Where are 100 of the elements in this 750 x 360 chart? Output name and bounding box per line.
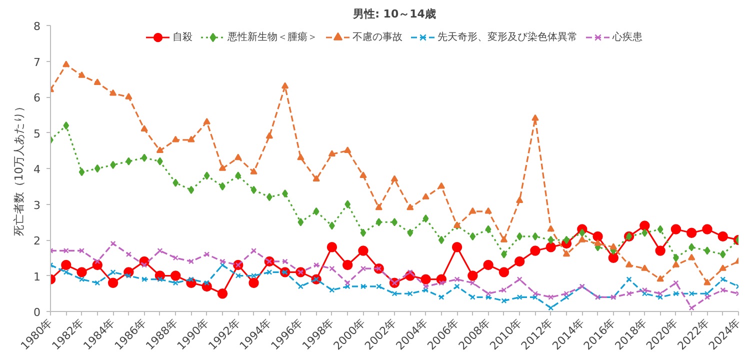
- point: [63, 269, 69, 275]
- point: [642, 290, 648, 296]
- point: [422, 214, 429, 223]
- point: [218, 164, 226, 171]
- point: [172, 280, 178, 286]
- point: [704, 290, 710, 296]
- point: [76, 267, 87, 278]
- point: [532, 114, 539, 121]
- point: [250, 186, 257, 194]
- point: [484, 207, 492, 214]
- point: [702, 224, 712, 234]
- point: [516, 294, 522, 300]
- point: [328, 150, 336, 157]
- point: [532, 294, 538, 300]
- point: [344, 146, 352, 153]
- point: [140, 125, 148, 132]
- legend-label: 自殺: [172, 31, 192, 44]
- y-tick-label: 1: [34, 270, 40, 284]
- point: [220, 262, 226, 268]
- point: [640, 220, 650, 231]
- point: [126, 273, 132, 278]
- point: [406, 204, 414, 210]
- point: [470, 294, 476, 300]
- point: [344, 284, 350, 290]
- y-tick-label: 3: [34, 198, 40, 212]
- point: [313, 207, 320, 216]
- point: [266, 269, 272, 275]
- point: [142, 262, 148, 268]
- point: [248, 278, 259, 288]
- point: [125, 92, 132, 100]
- point: [298, 218, 304, 226]
- point: [312, 175, 320, 182]
- y-axis-title: 死亡者数（10万人あたり）: [12, 101, 26, 236]
- point: [360, 284, 366, 290]
- point: [78, 71, 86, 78]
- point: [438, 236, 444, 244]
- point: [94, 258, 100, 264]
- point: [547, 225, 554, 232]
- point: [360, 228, 366, 237]
- point: [126, 157, 132, 166]
- point: [108, 278, 118, 288]
- point: [376, 218, 382, 226]
- point: [157, 248, 163, 254]
- point: [422, 193, 430, 200]
- point: [110, 269, 116, 275]
- point: [548, 294, 554, 300]
- point: [562, 250, 570, 257]
- point: [625, 260, 633, 268]
- point: [392, 218, 398, 226]
- point: [470, 280, 476, 286]
- point: [251, 248, 256, 254]
- point: [62, 60, 70, 68]
- point: [658, 294, 664, 300]
- point: [438, 294, 444, 300]
- point: [344, 280, 350, 286]
- point: [172, 255, 178, 261]
- y-tick-label: 7: [34, 56, 40, 69]
- point: [626, 276, 632, 282]
- point: [110, 240, 116, 246]
- point: [608, 252, 619, 263]
- point: [79, 248, 84, 254]
- point: [656, 275, 664, 282]
- point: [156, 146, 164, 153]
- point: [220, 182, 226, 190]
- point: [94, 164, 100, 173]
- point: [79, 276, 84, 282]
- point: [217, 288, 228, 299]
- point: [297, 154, 304, 160]
- point: [532, 290, 538, 296]
- point: [704, 278, 711, 286]
- legend-label: 悪性新生物＜腫瘍＞: [228, 30, 318, 44]
- point: [579, 228, 586, 237]
- point: [94, 78, 102, 86]
- point: [516, 196, 524, 204]
- y-tick-label: 0: [34, 306, 40, 319]
- point: [375, 204, 382, 210]
- point: [720, 276, 726, 282]
- point: [720, 250, 726, 258]
- point: [564, 294, 570, 300]
- point: [498, 267, 510, 278]
- point: [468, 270, 478, 281]
- point: [266, 193, 272, 202]
- y-tick-label: 6: [34, 92, 40, 104]
- point: [392, 290, 398, 296]
- y-tick-label: 5: [34, 127, 40, 140]
- legend-label: 心疾患: [612, 30, 642, 44]
- point: [718, 231, 728, 242]
- legend-label: 先天奇形、変形及び染色体異常: [438, 30, 578, 44]
- point: [360, 266, 366, 272]
- point: [235, 172, 242, 180]
- point: [78, 168, 85, 176]
- point: [142, 276, 148, 282]
- point: [141, 154, 148, 162]
- point: [704, 294, 710, 300]
- point: [251, 273, 256, 278]
- point: [235, 273, 241, 278]
- point: [172, 178, 179, 187]
- point: [126, 252, 132, 258]
- legend-label: 不慮の事故: [352, 30, 402, 44]
- point: [407, 228, 414, 237]
